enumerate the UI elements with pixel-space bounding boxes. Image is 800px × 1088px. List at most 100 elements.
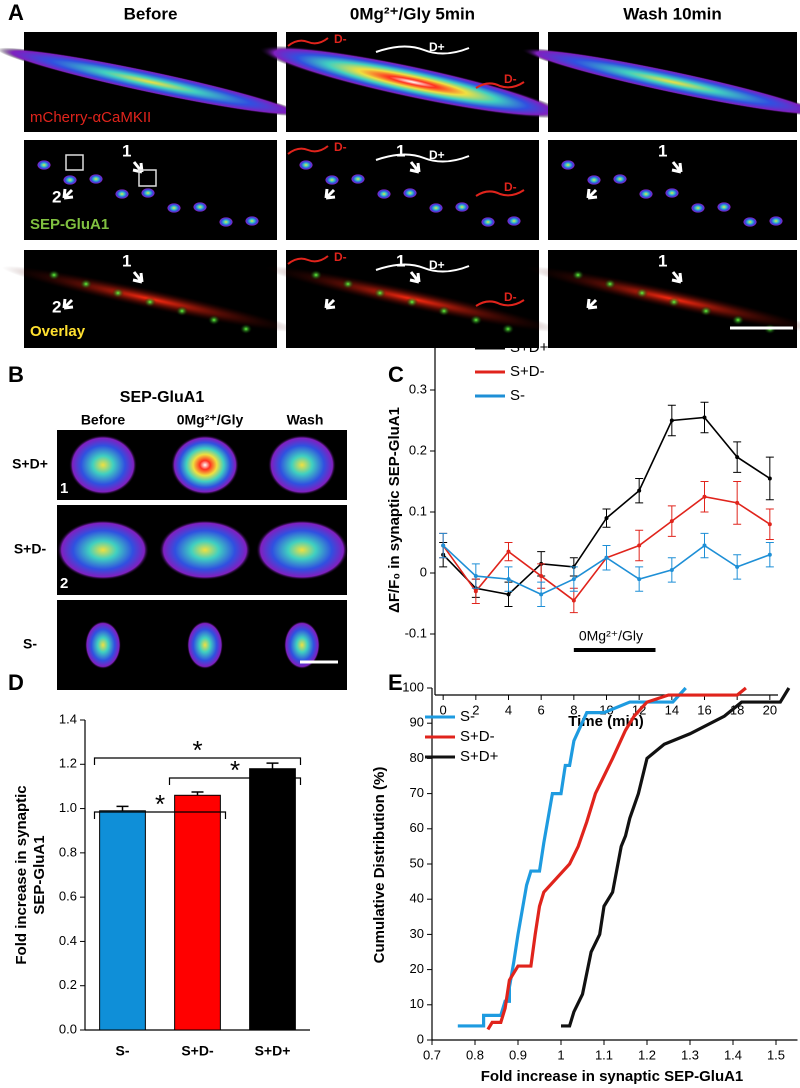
- spine: [256, 520, 348, 580]
- spine: [159, 520, 251, 580]
- error-bar: [116, 805, 129, 811]
- spine: [507, 216, 521, 226]
- bracket: [475, 299, 525, 307]
- spine: [743, 217, 757, 227]
- bracket: [375, 45, 470, 55]
- point: [473, 589, 478, 594]
- spine: [700, 306, 712, 316]
- arrow-label: 1: [658, 251, 667, 270]
- spine: [665, 188, 679, 198]
- y-tick-label: 1.2: [59, 756, 77, 771]
- point: [571, 598, 576, 603]
- spine: [299, 160, 313, 170]
- arrow: [409, 161, 421, 174]
- dendrite-label: D-: [334, 32, 347, 46]
- y-tick-label: 0.6: [59, 889, 77, 904]
- x-tick-label: S-: [116, 1043, 130, 1059]
- bracket: [287, 37, 329, 47]
- arrow: [324, 188, 336, 200]
- dendrite: [521, 48, 800, 116]
- spine: [48, 270, 60, 280]
- spine: [63, 175, 77, 185]
- point: [539, 592, 544, 597]
- column-header: 0Mg²⁺/Gly 5min: [350, 4, 475, 23]
- point: [637, 488, 642, 493]
- spine: [208, 315, 220, 325]
- y-tick-label: 0.3: [409, 381, 427, 396]
- y-tick-label: 0: [420, 564, 427, 579]
- spine: [351, 174, 365, 184]
- significance-bracket: [168, 777, 302, 785]
- y-tick-label: 0.2: [59, 977, 77, 992]
- x-tick-label: S+D+: [255, 1043, 291, 1059]
- spine: [171, 435, 239, 495]
- significance-label: *: [192, 735, 202, 765]
- legend-label: S+D-: [460, 728, 495, 745]
- point: [539, 574, 544, 579]
- arrow: [671, 271, 683, 284]
- x-tick-label: 1.4: [724, 1047, 742, 1062]
- dendrite-label: D-: [334, 140, 347, 154]
- spine: [57, 520, 149, 580]
- y-tick-label: 70: [410, 785, 424, 800]
- column-header: Before: [81, 412, 126, 428]
- bracket: [375, 263, 470, 273]
- legend-label: S+D+: [510, 339, 549, 356]
- legend-label: S+D-: [510, 363, 545, 380]
- spine: [193, 202, 207, 212]
- x-tick-label: 18: [730, 702, 744, 717]
- roi-box: [65, 154, 84, 171]
- arrow: [586, 188, 598, 200]
- x-tick-label: 2: [472, 702, 479, 717]
- bracket: [475, 189, 525, 197]
- spine: [141, 188, 155, 198]
- row-label: SEP-GluA1: [30, 216, 109, 233]
- point: [604, 555, 609, 560]
- point: [441, 543, 446, 548]
- spine: [769, 216, 783, 226]
- dendrite: [0, 47, 304, 117]
- point: [735, 500, 740, 505]
- y-tick-label: 0.4: [59, 933, 77, 948]
- column-header: Wash 10min: [623, 4, 722, 23]
- arrow: [62, 298, 74, 310]
- series-line: [486, 686, 747, 1031]
- spine: [561, 160, 575, 170]
- error-bar: [266, 762, 279, 769]
- x-tick-label: 20: [763, 702, 777, 717]
- bar: [249, 768, 296, 1031]
- spine: [613, 174, 627, 184]
- x-tick-label: 8: [570, 702, 577, 717]
- x-tick-label: 1.3: [681, 1047, 699, 1062]
- spine-label: 2: [60, 575, 68, 592]
- spine: [470, 315, 482, 325]
- spine: [668, 297, 680, 307]
- point: [767, 522, 772, 527]
- arrow: [409, 271, 421, 284]
- point: [604, 516, 609, 521]
- panel-label: B: [8, 362, 24, 387]
- spine: [717, 202, 731, 212]
- spine: [176, 306, 188, 316]
- point: [767, 552, 772, 557]
- x-axis-label: Time (min): [568, 713, 644, 730]
- point: [637, 577, 642, 582]
- point: [506, 592, 511, 597]
- arrow-label: 1: [396, 251, 405, 270]
- y-tick-label: 0.0: [59, 1021, 77, 1036]
- y-tick-label: 0.8: [59, 844, 77, 859]
- panel-label: E: [388, 670, 403, 695]
- x-tick-label: 4: [505, 702, 512, 717]
- spine: [481, 217, 495, 227]
- spine: [732, 315, 744, 325]
- spine: [572, 270, 584, 280]
- bracket: [287, 255, 329, 265]
- row-label: Overlay: [30, 323, 86, 340]
- y-tick-label: 0.2: [409, 442, 427, 457]
- spine: [89, 174, 103, 184]
- y-axis-label: Fold increase in synaptic: [13, 785, 30, 964]
- y-tick-label: 60: [410, 820, 424, 835]
- y-tick-label: 0.1: [409, 503, 427, 518]
- spine: [639, 189, 653, 199]
